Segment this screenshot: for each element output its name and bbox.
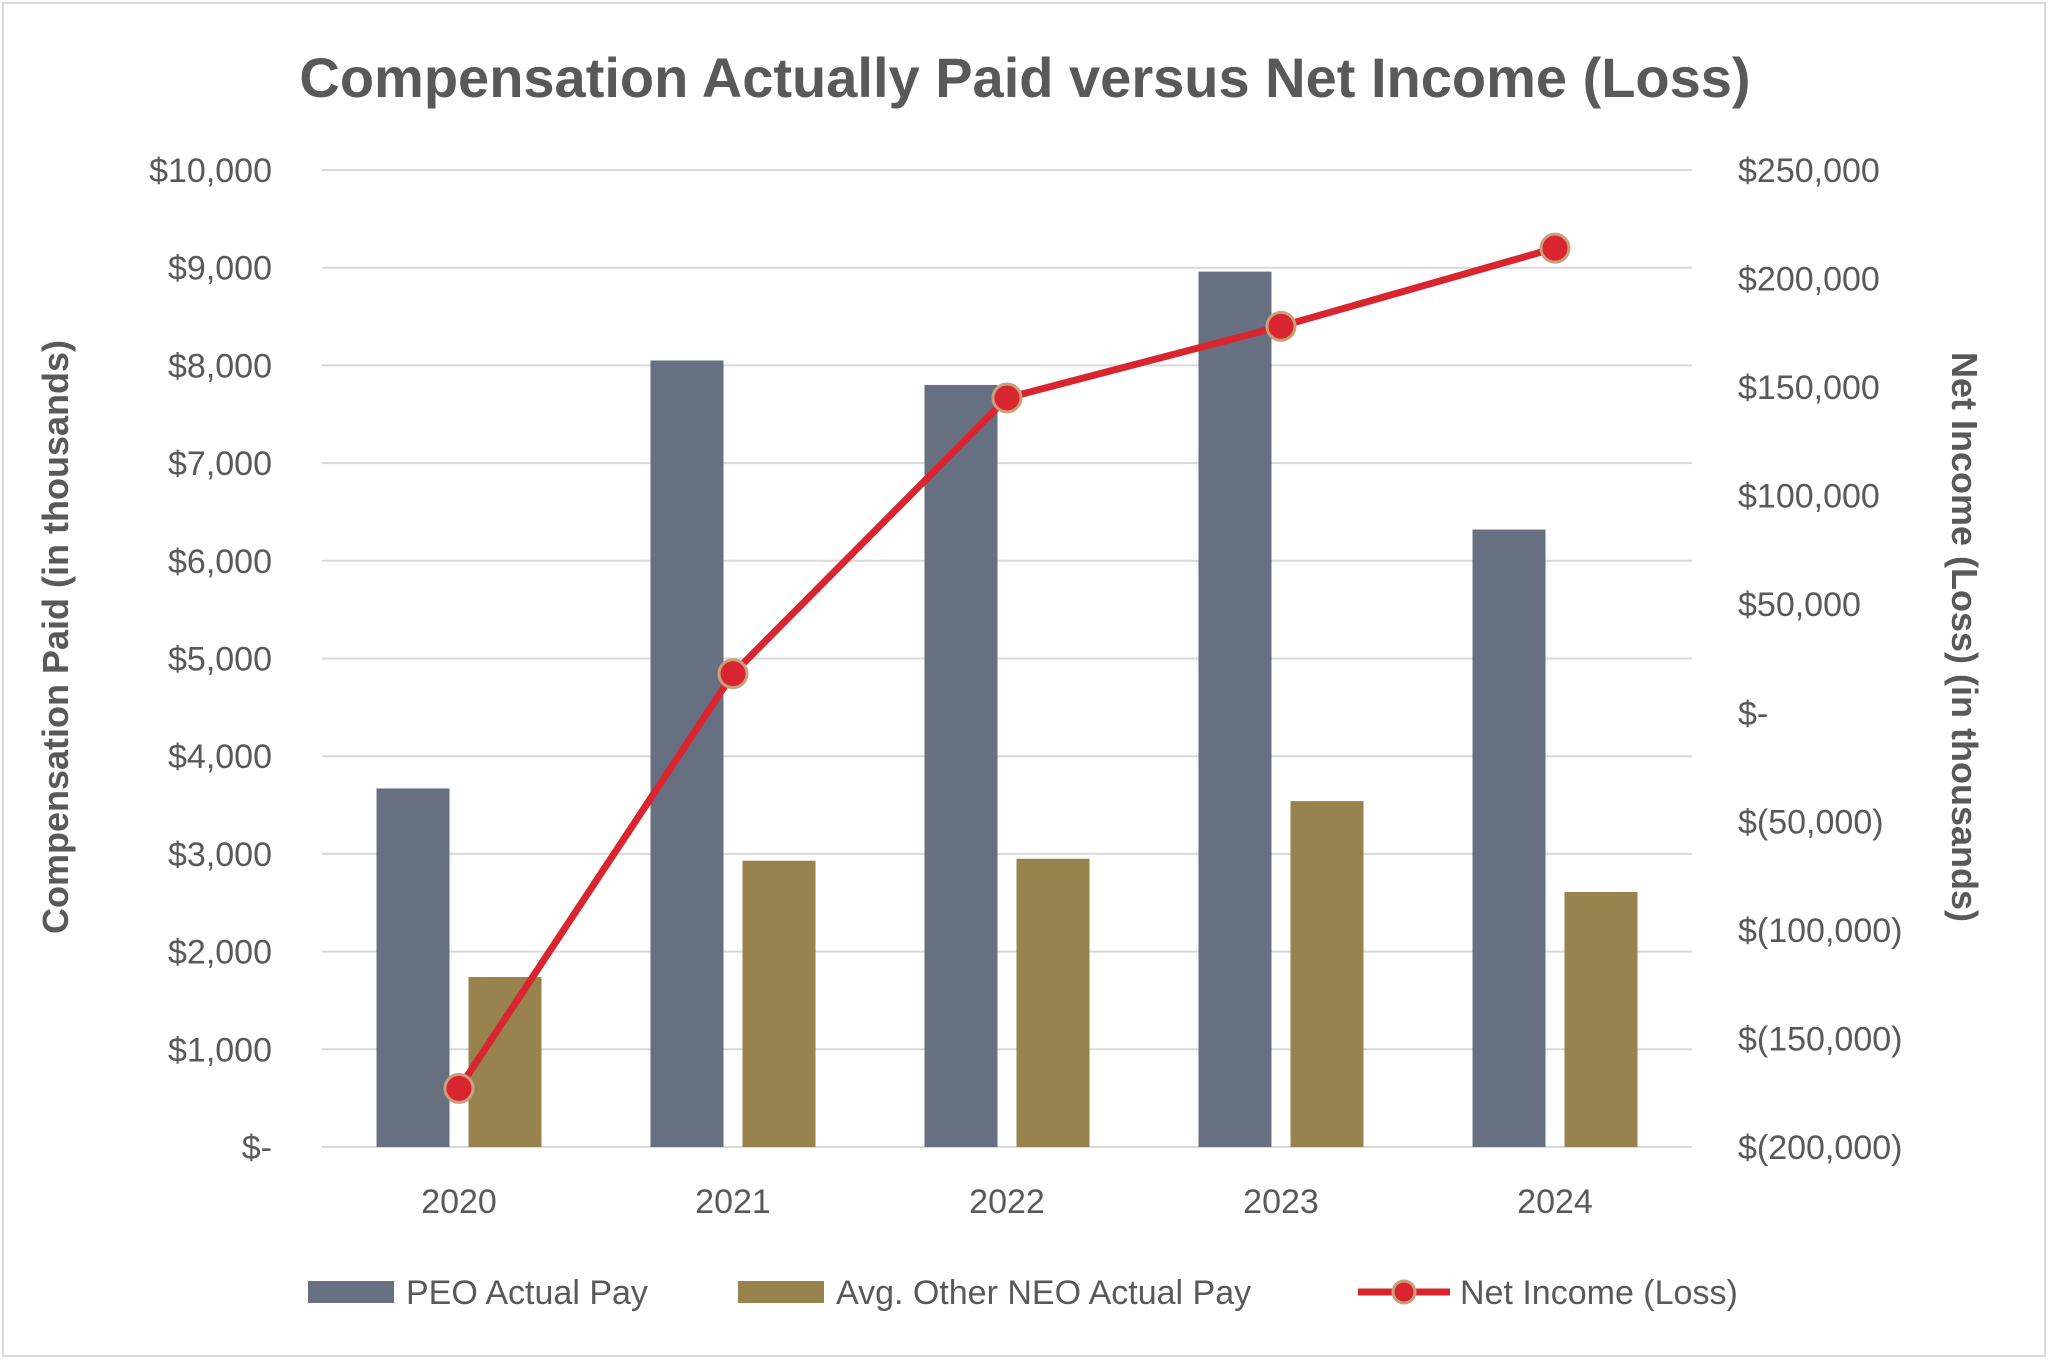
left-axis-ticks: $- $1,000 $2,000 $3,000 $4,000 $5,000 $6,000 $7… — [149, 152, 272, 1167]
legend-swatch — [738, 1281, 824, 1303]
legend-label: Avg. Other NEO Actual Pay — [836, 1274, 1251, 1312]
legend-swatch-marker — [1391, 1279, 1417, 1305]
x-tick-label: 2021 — [695, 1183, 771, 1221]
bar-neo-2024 — [1564, 892, 1638, 1147]
right-tick-label: $250,000 — [1738, 152, 1880, 190]
legend-label: Net Income (Loss) — [1460, 1274, 1738, 1312]
left-axis-title: Compensation Paid (in thousands) — [35, 340, 76, 934]
left-tick-label: $10,000 — [149, 152, 272, 190]
left-tick-label: $9,000 — [168, 250, 272, 288]
x-tick-label: 2024 — [1517, 1183, 1593, 1221]
left-tick-label: $7,000 — [168, 445, 272, 483]
right-axis-ticks: $(200,000) $(150,000) $(100,000) $(50,000) $… — [1738, 152, 1902, 1167]
legend: PEO Actual Pay Avg. Other NEO Actual Pay N… — [308, 1274, 1738, 1312]
left-tick-label: $4,000 — [168, 738, 272, 776]
left-tick-label: $6,000 — [168, 543, 272, 581]
right-tick-label: $(150,000) — [1738, 1020, 1902, 1058]
left-tick-label: $5,000 — [168, 641, 272, 679]
right-tick-label: $(200,000) — [1738, 1129, 1902, 1167]
right-axis-title: Net Income (Loss) (in thousands) — [1944, 352, 1985, 922]
right-tick-label: $200,000 — [1738, 261, 1880, 299]
x-tick-label: 2023 — [1243, 1183, 1319, 1221]
bar-neo-2022 — [1016, 858, 1090, 1147]
left-tick-label: $8,000 — [168, 347, 272, 385]
chart-title: Compensation Actually Paid versus Net In… — [299, 46, 1750, 109]
net-income-point-2024 — [1539, 232, 1571, 264]
bars-layer — [376, 271, 1638, 1147]
bar-peo-2020 — [376, 788, 450, 1147]
right-tick-label: $(100,000) — [1738, 912, 1902, 950]
left-tick-label: $2,000 — [168, 934, 272, 972]
net-income-point-2021 — [717, 658, 749, 690]
net-income-line — [456, 244, 1556, 1091]
x-tick-label: 2020 — [421, 1183, 497, 1221]
line-layer — [443, 232, 1571, 1104]
bar-neo-2023 — [1290, 801, 1364, 1147]
right-tick-label: $150,000 — [1738, 369, 1880, 407]
left-tick-label: $- — [242, 1129, 272, 1167]
right-tick-label: $50,000 — [1738, 586, 1861, 624]
right-tick-label: $100,000 — [1738, 478, 1880, 516]
net-income-point-2022 — [991, 382, 1023, 414]
bar-peo-2021 — [650, 360, 724, 1147]
bar-peo-2024 — [1472, 529, 1546, 1147]
right-tick-label: $- — [1738, 695, 1768, 733]
left-tick-label: $3,000 — [168, 836, 272, 874]
legend-label: PEO Actual Pay — [406, 1274, 648, 1312]
net-income-point-2020 — [443, 1072, 475, 1104]
x-axis-ticks: 2020 2021 2022 2023 2024 — [421, 1183, 1593, 1221]
legend-swatch — [308, 1281, 394, 1303]
left-tick-label: $1,000 — [168, 1031, 272, 1069]
x-tick-label: 2022 — [969, 1183, 1045, 1221]
gridlines — [322, 169, 1692, 1148]
bar-peo-2022 — [924, 384, 998, 1147]
bar-neo-2021 — [742, 860, 816, 1147]
bar-peo-2023 — [1198, 271, 1272, 1147]
bar-neo-2020 — [468, 977, 542, 1147]
right-tick-label: $(50,000) — [1738, 803, 1884, 841]
net-income-point-2023 — [1265, 310, 1297, 342]
